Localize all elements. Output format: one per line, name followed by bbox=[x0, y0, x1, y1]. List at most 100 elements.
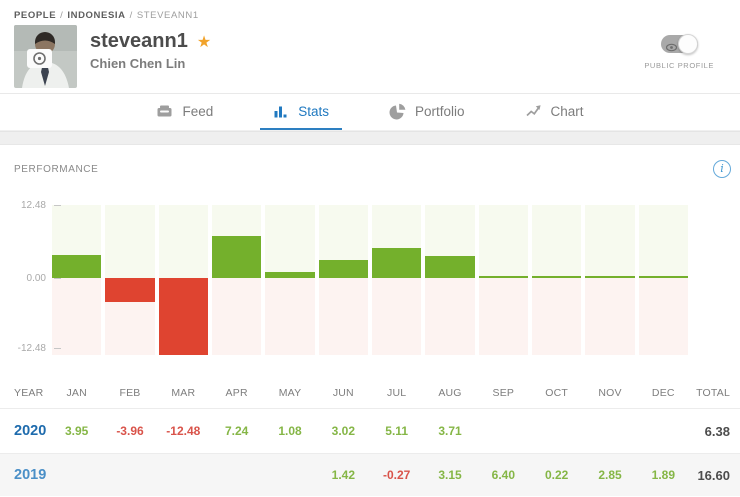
section-divider-band bbox=[0, 131, 740, 145]
chart-icon bbox=[525, 103, 542, 119]
chart-column-may bbox=[263, 205, 316, 355]
performance-title: PERFORMANCE bbox=[14, 164, 99, 175]
value-2020-jun: 3.02 bbox=[331, 424, 355, 438]
chart-column-jul bbox=[370, 205, 423, 355]
camera-icon bbox=[27, 49, 52, 68]
year-link-2020[interactable]: 2020 bbox=[14, 423, 47, 439]
public-profile-label: PUBLIC PROFILE bbox=[644, 61, 714, 70]
bar-apr bbox=[211, 235, 262, 278]
stats-icon bbox=[273, 103, 289, 119]
eye-icon bbox=[665, 39, 677, 57]
value-2019-aug: 3.15 bbox=[438, 468, 462, 482]
bar-jun bbox=[318, 260, 368, 278]
column-header-dec: DEC bbox=[651, 386, 675, 399]
chart-column-feb bbox=[103, 205, 156, 355]
tab-bar: Feed Stats Portfolio Chart bbox=[0, 94, 740, 131]
bar-dec bbox=[638, 276, 688, 278]
tab-stats[interactable]: Stats bbox=[260, 94, 342, 130]
value-2020-may: 1.08 bbox=[278, 424, 302, 438]
bar-jan bbox=[52, 254, 102, 278]
column-header-jul: JUL bbox=[387, 386, 407, 399]
column-header-jan: JAN bbox=[66, 386, 87, 399]
year-link-2019[interactable]: 2019 bbox=[14, 467, 47, 483]
value-2019-nov: 2.85 bbox=[598, 468, 622, 482]
performance-chart: 12.48 0.00 -12.48 bbox=[0, 200, 740, 355]
breadcrumb-item-indonesia[interactable]: INDONESIA bbox=[67, 10, 126, 21]
chart-column-oct bbox=[530, 205, 583, 355]
value-2019-dec: 1.89 bbox=[651, 468, 675, 482]
public-profile-toggle[interactable] bbox=[660, 34, 698, 54]
chart-column-mar bbox=[157, 205, 210, 355]
column-header-nov: NOV bbox=[598, 386, 622, 399]
breadcrumb-item-people[interactable]: PEOPLE bbox=[14, 10, 57, 21]
table-row-2020: 2020 3.95 -3.96 -12.48 7.24 1.08 3.02 5.11 3.71 6… bbox=[0, 409, 740, 454]
total-2020: 6.38 bbox=[704, 423, 730, 439]
tab-label: Chart bbox=[550, 103, 584, 119]
avatar[interactable] bbox=[14, 25, 77, 88]
info-icon[interactable]: i bbox=[713, 160, 731, 178]
portfolio-icon bbox=[389, 103, 406, 120]
toggle-knob[interactable] bbox=[677, 34, 698, 54]
value-2020-apr: 7.24 bbox=[224, 424, 249, 438]
value-2019-oct: 0.22 bbox=[544, 468, 569, 482]
chart-column-jun bbox=[317, 205, 370, 355]
value-2020-jan: 3.95 bbox=[64, 424, 89, 438]
star-icon[interactable]: ★ bbox=[196, 33, 212, 51]
breadcrumb: PEOPLE / INDONESIA / STEVEANN1 bbox=[0, 0, 740, 21]
column-header-apr: APR bbox=[225, 386, 248, 399]
performance-table: YEAR JAN FEB MAR APR MAY JUN JUL AUG SEP OCT NOV DEC… bbox=[0, 377, 740, 496]
bar-jul bbox=[371, 248, 422, 278]
column-header-year: YEAR bbox=[14, 386, 44, 399]
table-row-2019: 2019 1.42 -0.27 3.15 6.40 0.22 2.85 1.89 16.60 bbox=[0, 454, 740, 496]
y-axis-label: -12.48 bbox=[17, 343, 46, 354]
column-header-oct: OCT bbox=[545, 386, 569, 399]
column-header-jun: JUN bbox=[332, 386, 354, 399]
y-axis-tick bbox=[54, 278, 61, 279]
bar-aug bbox=[425, 256, 475, 278]
column-header-feb: FEB bbox=[119, 386, 141, 399]
username: steveann1 bbox=[90, 30, 188, 52]
tab-label: Feed bbox=[182, 103, 214, 119]
value-2020-jul: 5.11 bbox=[385, 424, 408, 438]
value-2020-mar: -12.48 bbox=[166, 424, 201, 438]
bar-may bbox=[265, 271, 315, 278]
breadcrumb-item-steveann1: STEVEANN1 bbox=[136, 10, 199, 21]
column-header-may: MAY bbox=[278, 386, 302, 399]
full-name: Chien Chen Lin bbox=[90, 56, 186, 71]
value-2019-jun: 1.42 bbox=[331, 468, 355, 482]
value-2019-sep: 6.40 bbox=[491, 468, 515, 482]
feed-icon bbox=[156, 103, 173, 119]
profile-header: steveann1 ★ Chien Chen Lin PUBLIC PROFIL… bbox=[0, 21, 740, 94]
tab-label: Portfolio bbox=[415, 103, 465, 119]
breadcrumb-separator: / bbox=[129, 10, 133, 21]
chart-column-dec bbox=[637, 205, 690, 355]
y-axis-tick bbox=[54, 205, 61, 206]
value-2020-feb: -3.96 bbox=[116, 424, 144, 438]
bar-nov bbox=[585, 276, 635, 278]
tab-portfolio[interactable]: Portfolio bbox=[376, 94, 478, 130]
bar-mar bbox=[158, 278, 208, 355]
value-2019-jul: -0.27 bbox=[382, 468, 411, 482]
bar-sep bbox=[478, 276, 528, 278]
table-header-row: YEAR JAN FEB MAR APR MAY JUN JUL AUG SEP OCT NOV DEC… bbox=[0, 377, 740, 409]
chart-column-nov bbox=[583, 205, 636, 355]
performance-panel: PERFORMANCE i 12.48 0.00 -12.48 YEAR JAN FEB… bbox=[0, 145, 740, 496]
total-2019: 16.60 bbox=[697, 467, 730, 483]
column-header-mar: MAR bbox=[171, 386, 196, 399]
column-header-total: TOTAL bbox=[696, 386, 730, 399]
breadcrumb-separator: / bbox=[60, 10, 64, 21]
tab-feed[interactable]: Feed bbox=[143, 94, 226, 130]
chart-column-aug bbox=[423, 205, 476, 355]
chart-column-apr bbox=[210, 205, 263, 355]
bar-feb bbox=[105, 278, 155, 303]
tab-chart[interactable]: Chart bbox=[512, 94, 597, 130]
chart-column-jan bbox=[50, 205, 103, 355]
column-header-aug: AUG bbox=[438, 386, 462, 399]
tab-label: Stats bbox=[298, 103, 329, 119]
y-axis-label: 12.48 bbox=[20, 200, 46, 211]
column-header-sep: SEP bbox=[492, 386, 515, 399]
chart-column-sep bbox=[477, 205, 530, 355]
y-axis-tick bbox=[54, 348, 61, 349]
bar-oct bbox=[531, 276, 582, 278]
y-axis-label: 0.00 bbox=[26, 273, 46, 284]
